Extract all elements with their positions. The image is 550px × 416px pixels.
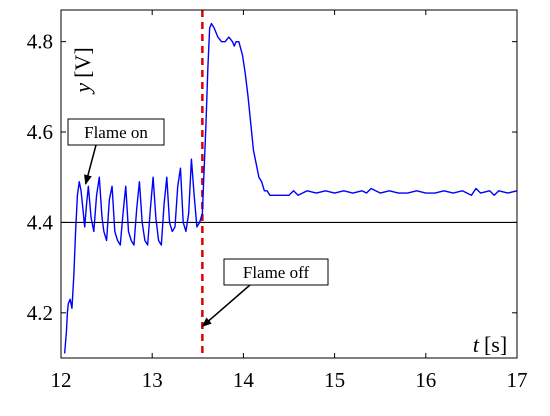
- y-axis-ticks: [61, 41, 517, 314]
- annotation-arrow: [84, 144, 97, 185]
- data-lines: [63, 22, 518, 354]
- y-axis-label-var: y: [70, 83, 95, 95]
- y-tick-label: 4.8: [27, 30, 53, 54]
- series-line-0: [63, 22, 518, 354]
- x-tick-label: 13: [142, 368, 163, 392]
- y-axis-label-unit: [V]: [70, 47, 95, 78]
- x-tick-label: 15: [324, 368, 345, 392]
- x-axis-tick-labels: 12 13 14 15 16 17: [51, 368, 528, 392]
- y-axis-tick-labels: 4.2 4.4 4.6 4.8: [27, 30, 54, 325]
- x-axis-label: t [s]: [473, 332, 507, 357]
- x-tick-label: 17: [507, 368, 528, 392]
- y-tick-label: 4.4: [27, 210, 54, 234]
- y-tick-label: 4.2: [27, 301, 53, 325]
- x-axis-ticks: [60, 10, 518, 358]
- x-tick-label: 14: [233, 368, 255, 392]
- annotations: Flame on Flame off: [67, 118, 329, 328]
- y-axis-label: y [V]: [70, 47, 95, 94]
- annotation-box: [67, 118, 165, 146]
- reference-lines: [61, 10, 517, 358]
- x-axis-label-var: t: [473, 332, 480, 357]
- x-tick-label: 12: [51, 368, 72, 392]
- annotation-arrow: [201, 284, 251, 328]
- annotation-label: Flame on: [84, 123, 148, 142]
- y-tick-label: 4.6: [27, 120, 53, 144]
- annotation-0: Flame on: [67, 118, 165, 185]
- annotation-box: [223, 258, 329, 286]
- plot-frame: [60, 9, 518, 359]
- x-tick-label: 16: [415, 368, 436, 392]
- annotation-1: Flame off: [201, 258, 329, 328]
- annotation-label: Flame off: [243, 263, 310, 282]
- plot-background: [61, 10, 517, 358]
- x-axis-label-unit: [s]: [484, 332, 507, 357]
